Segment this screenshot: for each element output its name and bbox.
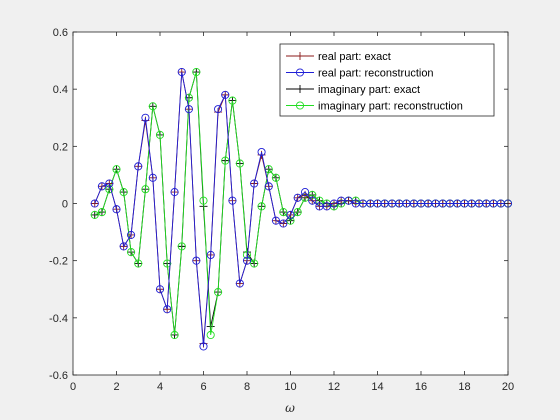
x-tick-label: 4 bbox=[157, 381, 163, 393]
data-point bbox=[177, 242, 186, 251]
data-point bbox=[279, 208, 288, 217]
data-point bbox=[301, 188, 310, 197]
data-point bbox=[155, 285, 165, 294]
data-point bbox=[214, 288, 223, 297]
data-point bbox=[192, 256, 201, 265]
data-point bbox=[293, 193, 302, 202]
x-tick-label: 12 bbox=[328, 381, 340, 393]
data-point bbox=[228, 96, 237, 105]
data-point bbox=[148, 102, 157, 111]
legend: real part: exact real part: reconstructio… bbox=[279, 43, 495, 117]
data-point bbox=[141, 185, 150, 194]
y-tick-label: 0.4 bbox=[53, 84, 68, 96]
data-point bbox=[105, 179, 114, 188]
data-point bbox=[329, 199, 339, 208]
data-point bbox=[141, 113, 150, 122]
data-point bbox=[155, 130, 165, 139]
data-point bbox=[199, 196, 208, 205]
x-tick-label: 16 bbox=[415, 381, 427, 393]
x-tick-label: 8 bbox=[244, 381, 250, 393]
data-point bbox=[221, 156, 230, 165]
data-point bbox=[279, 219, 288, 228]
legend-entry: imaginary part: exact bbox=[286, 84, 420, 96]
data-point bbox=[90, 210, 99, 219]
data-point bbox=[97, 182, 106, 191]
legend-label: real part: exact bbox=[318, 51, 391, 63]
y-tick-label: -0.4 bbox=[49, 313, 68, 325]
legend-marker bbox=[296, 85, 304, 93]
data-point bbox=[344, 196, 353, 205]
legend-marker bbox=[296, 52, 304, 60]
legend-label: imaginary part: reconstruction bbox=[318, 101, 463, 113]
data-point bbox=[192, 67, 201, 77]
x-tick-label: 20 bbox=[502, 381, 514, 393]
data-point bbox=[148, 173, 157, 182]
series-layer bbox=[90, 67, 513, 351]
data-point bbox=[293, 208, 302, 217]
legend-label: real part: reconstruction bbox=[318, 68, 434, 80]
data-point bbox=[257, 147, 266, 157]
y-tick-label: 0.2 bbox=[53, 141, 68, 153]
data-point bbox=[97, 208, 106, 217]
data-point bbox=[308, 196, 317, 205]
y-tick-label: -0.2 bbox=[49, 256, 68, 268]
data-point bbox=[177, 67, 186, 77]
data-point bbox=[250, 179, 259, 188]
series-real-part-reconstruction bbox=[90, 67, 513, 351]
data-point bbox=[119, 242, 128, 251]
data-point bbox=[250, 259, 259, 268]
legend-marker bbox=[295, 101, 305, 110]
data-point bbox=[90, 210, 99, 219]
x-tick-label: 0 bbox=[70, 381, 76, 393]
x-axis: 0 2 4 6 8 10 12 14 16 18 20 bbox=[70, 32, 514, 393]
data-point bbox=[214, 105, 223, 114]
data-point bbox=[112, 205, 121, 214]
data-point bbox=[127, 230, 136, 239]
data-point bbox=[163, 305, 172, 314]
legend-entry: real part: exact bbox=[286, 51, 391, 63]
y-tick-label: -0.6 bbox=[49, 370, 68, 382]
data-point bbox=[228, 196, 237, 205]
y-axis: -0.6 -0.4 -0.2 0 0.2 0.4 0.6 bbox=[49, 27, 508, 382]
data-point bbox=[264, 182, 273, 191]
data-point bbox=[257, 202, 266, 211]
y-tick-label: 0.6 bbox=[53, 27, 68, 39]
legend-entry: real part: reconstruction bbox=[286, 68, 434, 80]
legend-box bbox=[279, 43, 495, 117]
x-tick-label: 10 bbox=[284, 381, 296, 393]
legend-label: imaginary part: exact bbox=[318, 84, 420, 96]
data-point bbox=[170, 188, 179, 197]
data-point bbox=[206, 330, 215, 340]
data-point bbox=[235, 159, 244, 168]
x-tick-label: 18 bbox=[458, 381, 470, 393]
data-point bbox=[134, 162, 143, 171]
data-point bbox=[112, 165, 121, 174]
data-point bbox=[170, 330, 179, 340]
data-point bbox=[286, 210, 295, 219]
data-point bbox=[184, 105, 193, 114]
y-tick-label: 0 bbox=[62, 199, 68, 211]
legend-marker bbox=[295, 68, 305, 77]
data-point bbox=[322, 202, 331, 211]
data-point bbox=[134, 259, 143, 268]
x-tick-label: 2 bbox=[113, 381, 119, 393]
data-point bbox=[206, 250, 215, 259]
data-point bbox=[199, 342, 208, 351]
data-point bbox=[163, 259, 172, 268]
x-tick-label: 14 bbox=[371, 381, 383, 393]
data-point bbox=[271, 216, 280, 225]
legend-entry: imaginary part: reconstruction bbox=[286, 101, 463, 113]
data-point bbox=[235, 279, 244, 288]
x-tick-label: 6 bbox=[200, 381, 206, 393]
data-point bbox=[221, 90, 230, 99]
data-point bbox=[242, 256, 252, 265]
data-point bbox=[127, 248, 136, 257]
data-point bbox=[271, 173, 280, 182]
x-axis-label: ω bbox=[285, 401, 295, 415]
data-point bbox=[184, 93, 193, 102]
data-point bbox=[119, 188, 128, 197]
data-point bbox=[90, 199, 99, 208]
